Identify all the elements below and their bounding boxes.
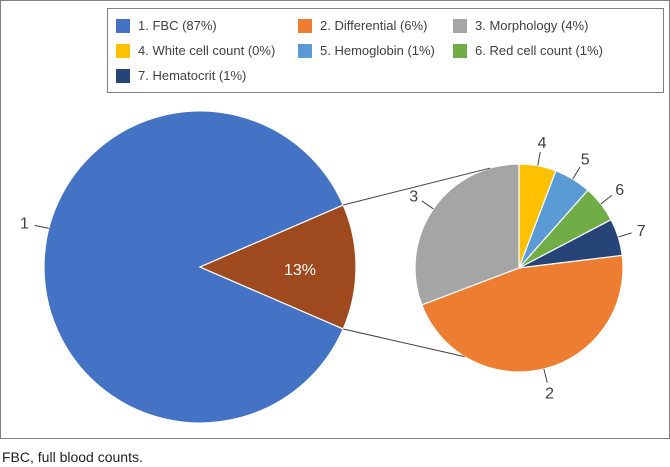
legend-item: 1. FBC (87%) — [116, 18, 217, 33]
legend-item: 7. Hematocrit (1%) — [116, 68, 246, 83]
legend-item: 4. White cell count (0%) — [116, 43, 275, 58]
slice-label-7: 7 — [637, 223, 646, 240]
legend-label: 3. Morphology (4%) — [475, 18, 589, 33]
slice-fbc — [43, 110, 344, 424]
pie-chart: 13% 1 4 5 6 7 2 3 — [20, 110, 646, 424]
legend-label: 1. FBC (87%) — [138, 18, 217, 33]
caption: FBC, full blood counts. — [2, 449, 143, 465]
legend-label: 2. Differential (6%) — [320, 18, 428, 33]
leader-line-2 — [543, 368, 548, 383]
legend-item: 3. Morphology (4%) — [453, 18, 588, 33]
legend-item: 5. Hemoglobin (1%) — [298, 43, 435, 58]
legend-swatch — [298, 43, 312, 58]
legend-label: 7. Hematocrit (1%) — [138, 68, 247, 83]
legend-swatch — [453, 43, 467, 58]
slice-label-6: 6 — [615, 182, 624, 199]
slice-other — [198, 204, 357, 330]
legend: 1. FBC (87%) 2. Differential (6%) 3. Morph… — [107, 8, 664, 93]
connector-line-bottom — [343, 328, 465, 358]
legend-swatch — [453, 18, 467, 33]
slice-label-1: 1 — [20, 215, 29, 232]
legend-item: 6. Red cell count (1%) — [453, 43, 603, 58]
legend-swatch — [116, 18, 130, 33]
leader-line-5 — [572, 166, 581, 180]
connector-line-top — [343, 167, 491, 206]
slice-label-4: 4 — [538, 135, 547, 152]
leader-line-4 — [537, 151, 541, 166]
leader-line-1 — [34, 224, 49, 229]
slice-label-5: 5 — [581, 151, 590, 168]
other-percent-label: 13% — [284, 262, 316, 279]
legend-item: 2. Differential (6%) — [298, 18, 427, 33]
slice-label-3: 3 — [409, 188, 418, 205]
leader-line-7 — [618, 232, 632, 238]
legend-label: 5. Hemoglobin (1%) — [320, 43, 435, 58]
leader-line-3 — [421, 200, 434, 210]
leader-line-6 — [600, 194, 613, 205]
legend-swatch — [298, 18, 312, 33]
legend-swatch — [116, 68, 130, 83]
legend-label: 4. White cell count (0%) — [138, 43, 276, 58]
legend-swatch — [116, 43, 130, 58]
legend-label: 6. Red cell count (1%) — [475, 43, 603, 58]
slice-label-2: 2 — [545, 385, 554, 402]
